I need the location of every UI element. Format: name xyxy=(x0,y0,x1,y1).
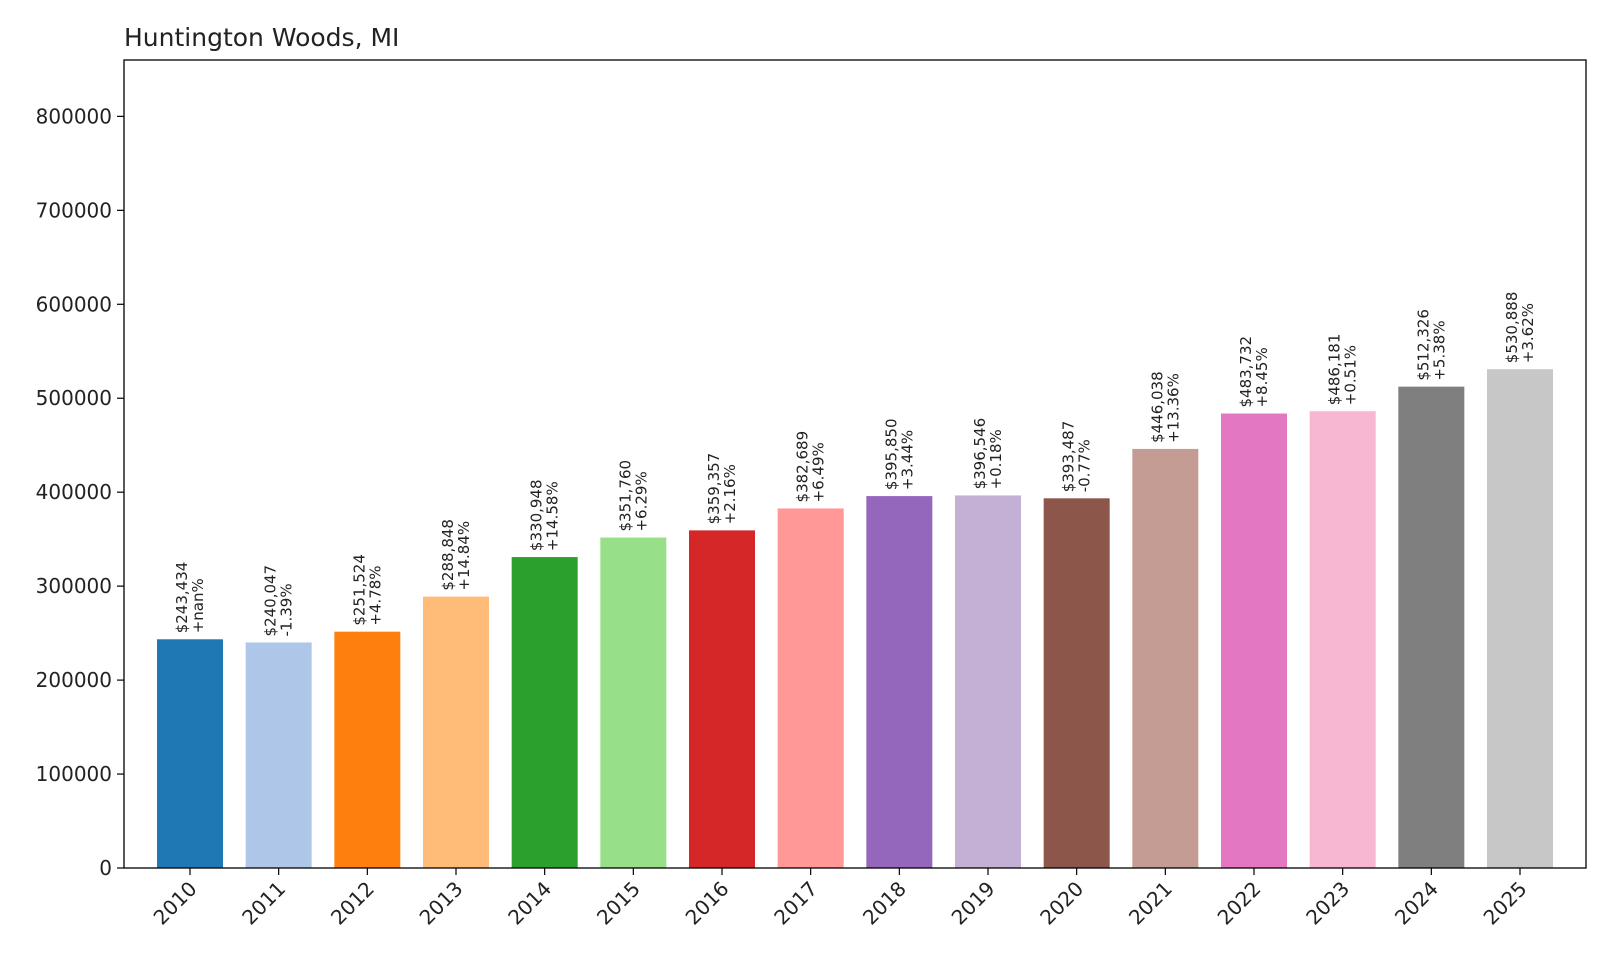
bar-value-label: $446,038 xyxy=(1148,371,1166,443)
bar-change-label: +14.58% xyxy=(544,481,562,551)
y-tick-label: 800000 xyxy=(36,104,112,128)
bar-label-2016: $359,357+2.16% xyxy=(705,453,739,525)
bar-value-label: $483,732 xyxy=(1237,336,1255,408)
bar-label-2012: $251,524+4.78% xyxy=(350,554,384,626)
y-axis: 0 100000 200000 300000 400000 500000 600000 700… xyxy=(36,104,124,880)
bar-label-2017: $382,689+6.49% xyxy=(794,431,828,503)
bar-value-label: $512,326 xyxy=(1414,309,1432,381)
x-tick-label: 2011 xyxy=(237,877,290,930)
bar-2020 xyxy=(1043,498,1110,868)
bar-change-label: +6.49% xyxy=(810,442,828,502)
bar-value-label: $288,848 xyxy=(439,519,457,591)
y-tick-label: 300000 xyxy=(36,574,112,598)
bar-change-label: +6.29% xyxy=(632,471,650,531)
bar-value-label: $530,888 xyxy=(1503,292,1521,364)
x-tick-label: 2020 xyxy=(1035,877,1088,930)
bar-value-label: $395,850 xyxy=(882,419,900,491)
bar-change-label: +5.38% xyxy=(1430,320,1448,380)
bar-label-2022: $483,732+8.45% xyxy=(1237,336,1271,408)
x-tick-label: 2024 xyxy=(1390,877,1443,930)
bars-group xyxy=(157,369,1553,868)
x-tick-label: 2013 xyxy=(415,877,468,930)
bar-label-2015: $351,760+6.29% xyxy=(616,460,650,532)
x-tick-label: 2014 xyxy=(503,877,556,930)
bar-2023 xyxy=(1309,411,1376,868)
bar-value-label: $359,357 xyxy=(705,453,723,525)
bar-label-2014: $330,948+14.58% xyxy=(528,479,562,551)
chart-title: Huntington Woods, MI xyxy=(124,23,399,52)
bar-value-label: $240,047 xyxy=(262,565,280,637)
x-tick-label: 2010 xyxy=(149,877,202,930)
bar-2022 xyxy=(1221,413,1287,868)
plot-frame xyxy=(123,59,1587,869)
bar-2017 xyxy=(777,508,844,868)
y-tick-label: 0 xyxy=(99,856,112,880)
bar-label-2019: $396,546+0.18% xyxy=(971,418,1005,490)
bar-value-label: $382,689 xyxy=(794,431,812,503)
bar-2012 xyxy=(334,631,401,868)
bar-label-2025: $530,888+3.62% xyxy=(1503,292,1537,364)
y-tick-label: 700000 xyxy=(36,198,112,222)
bar-value-label: $251,524 xyxy=(350,554,368,626)
x-tick-label: 2016 xyxy=(681,877,734,930)
bar-2016 xyxy=(689,530,755,868)
x-tick-label: 2022 xyxy=(1213,877,1266,930)
x-tick-label: 2018 xyxy=(858,877,911,930)
bar-2021 xyxy=(1132,448,1199,868)
x-axis: 2010 2011 2012 2013 2014 2015 2016 2017 2018 2019… xyxy=(149,868,1532,930)
bar-change-label: +8.45% xyxy=(1253,347,1271,407)
bar-2014 xyxy=(511,557,578,868)
bar-value-label: $243,434 xyxy=(173,562,191,634)
bar-change-label: +13.36% xyxy=(1164,373,1182,443)
y-tick-label: 400000 xyxy=(36,480,112,504)
bar-label-2018: $395,850+3.44% xyxy=(882,419,916,491)
bar-label-2011: $240,047-1.39% xyxy=(262,565,296,637)
bar-2019 xyxy=(955,495,1021,868)
bar-change-label: +3.62% xyxy=(1519,303,1537,363)
bar-label-2013: $288,848+14.84% xyxy=(439,519,473,591)
bar-value-label: $486,181 xyxy=(1326,334,1344,406)
bar-change-label: +2.16% xyxy=(721,464,739,524)
bar-2018 xyxy=(866,496,933,868)
bar-value-label: $396,546 xyxy=(971,418,989,490)
bar-change-label: +14.84% xyxy=(455,521,473,591)
bar-labels-group: $243,434+nan% $240,047-1.39% $251,524+4.78… xyxy=(173,292,1537,637)
bar-label-2020: $393,487-0.77% xyxy=(1060,421,1094,493)
bar-change-label: -0.77% xyxy=(1076,439,1094,492)
y-tick-label: 100000 xyxy=(36,762,112,786)
y-tick-label: 500000 xyxy=(36,386,112,410)
bar-value-label: $330,948 xyxy=(528,479,546,551)
bar-value-label: $393,487 xyxy=(1060,421,1078,493)
bar-2010 xyxy=(157,639,223,868)
bar-change-label: +4.78% xyxy=(366,565,384,625)
bar-2013 xyxy=(423,596,489,868)
y-tick-label: 200000 xyxy=(36,668,112,692)
x-tick-label: 2021 xyxy=(1124,877,1177,930)
bar-change-label: +3.44% xyxy=(898,430,916,490)
bar-2015 xyxy=(600,537,667,868)
bar-change-label: +nan% xyxy=(189,578,207,633)
x-tick-label: 2012 xyxy=(326,877,379,930)
bar-2024 xyxy=(1398,386,1465,868)
bar-label-2023: $486,181+0.51% xyxy=(1326,334,1360,406)
bar-value-label: $351,760 xyxy=(616,460,634,532)
x-tick-label: 2017 xyxy=(769,877,822,930)
bar-2025 xyxy=(1487,369,1553,868)
y-tick-label: 600000 xyxy=(36,292,112,316)
bar-2011 xyxy=(245,642,312,868)
bar-label-2021: $446,038+13.36% xyxy=(1148,371,1182,443)
bar-label-2024: $512,326+5.38% xyxy=(1414,309,1448,381)
bar-change-label: +0.18% xyxy=(987,429,1005,489)
x-tick-label: 2025 xyxy=(1479,877,1532,930)
x-tick-label: 2019 xyxy=(947,877,1000,930)
bar-label-2010: $243,434+nan% xyxy=(173,562,207,634)
x-tick-label: 2023 xyxy=(1301,877,1354,930)
x-tick-label: 2015 xyxy=(592,877,645,930)
bar-change-label: +0.51% xyxy=(1342,345,1360,405)
bar-change-label: -1.39% xyxy=(278,583,296,636)
